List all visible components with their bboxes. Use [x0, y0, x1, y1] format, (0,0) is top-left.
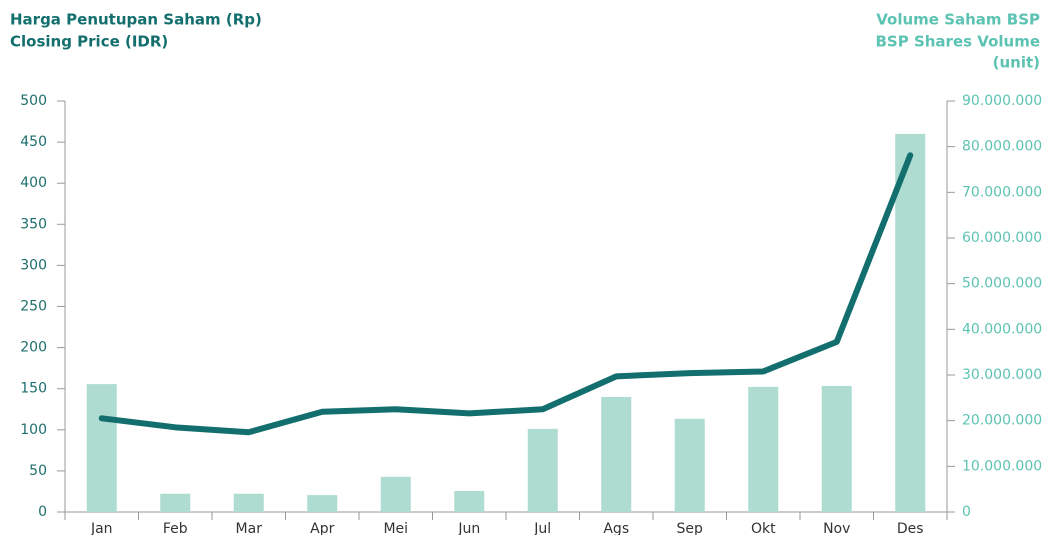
y2-tick-label: 30.000.000	[962, 367, 1042, 383]
bar	[601, 396, 632, 512]
bar	[527, 428, 558, 512]
y-tick-label: 100	[20, 422, 47, 438]
y2-tick-label: 80.000.000	[962, 139, 1042, 155]
y2-axis-title: (unit)	[993, 54, 1040, 72]
y-tick-label: 150	[20, 381, 47, 397]
y2-axis-title: BSP Shares Volume	[876, 33, 1041, 51]
y2-tick-label: 50.000.000	[962, 276, 1042, 292]
y2-tick-label: 90.000.000	[962, 93, 1042, 109]
bar	[674, 418, 705, 512]
x-tick-label: Okt	[751, 521, 776, 535]
y-tick-label: 50	[29, 463, 47, 479]
x-tick-label: Ags	[603, 521, 629, 535]
y-tick-label: 400	[20, 175, 47, 191]
bar	[86, 384, 117, 512]
bar	[821, 385, 852, 512]
line	[98, 152, 914, 436]
y2-tick-label: 0	[962, 504, 971, 520]
y-tick-label: 350	[20, 216, 47, 232]
x-tick-label: Feb	[163, 521, 188, 535]
bar	[233, 493, 264, 512]
y2-tick-label: 20.000.000	[962, 413, 1042, 429]
y-tick-label: 200	[20, 340, 47, 356]
x-tick-label: Jan	[90, 521, 113, 535]
y-tick-label: 250	[20, 299, 47, 315]
y-tick-label: 450	[20, 134, 47, 150]
x-tick-label: Mar	[236, 521, 263, 535]
bar	[895, 133, 926, 512]
y2-tick-label: 60.000.000	[962, 230, 1042, 246]
y-tick-label: 500	[20, 93, 47, 109]
bar	[454, 490, 485, 512]
y-tick-label: 0	[38, 504, 47, 520]
bar	[307, 495, 338, 512]
y-tick-label: 300	[20, 257, 47, 273]
bar	[748, 386, 779, 512]
y2-tick-label: 10.000.000	[962, 458, 1042, 474]
bar	[380, 476, 411, 512]
x-tick-label: Apr	[310, 521, 334, 535]
x-tick-label: Jun	[457, 521, 480, 535]
y-axis-title: Harga Penutupan Saham (Rp)	[10, 11, 262, 29]
bar	[160, 493, 191, 512]
x-tick-label: Des	[897, 521, 924, 535]
x-tick-label: Mei	[383, 521, 408, 535]
x-tick-label: Nov	[823, 521, 850, 535]
y2-axis-title: Volume Saham BSP	[876, 11, 1040, 29]
x-tick-label: Jul	[533, 521, 551, 535]
y2-tick-label: 40.000.000	[962, 321, 1042, 337]
y-axis-title: Closing Price (IDR)	[10, 33, 168, 51]
x-tick-label: Sep	[677, 521, 704, 535]
y2-tick-label: 70.000.000	[962, 184, 1042, 200]
